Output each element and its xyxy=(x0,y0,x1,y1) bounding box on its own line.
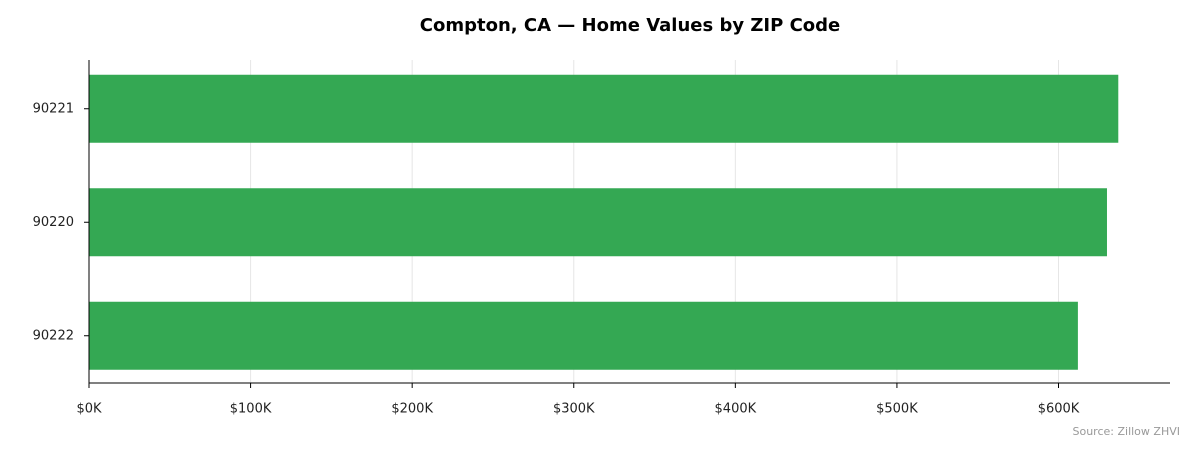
x-tick-label: $600K xyxy=(1038,402,1080,417)
y-tick-label: 90222 xyxy=(33,328,74,343)
y-tick-label: 90220 xyxy=(33,215,74,230)
x-tick-label: $100K xyxy=(230,402,272,417)
source-note: Source: Zillow ZHVI xyxy=(1073,425,1181,438)
chart-title: Compton, CA — Home Values by ZIP Code xyxy=(420,15,840,36)
x-tick-label: $300K xyxy=(553,402,595,417)
x-tick-label: $500K xyxy=(876,402,918,417)
x-tick-label: $200K xyxy=(391,402,433,417)
y-tick-label: 90221 xyxy=(33,101,74,116)
bar xyxy=(89,188,1107,257)
bar xyxy=(89,301,1078,370)
bar xyxy=(89,74,1119,143)
x-tick-label: $400K xyxy=(715,402,757,417)
x-tick-label: $0K xyxy=(76,402,102,417)
